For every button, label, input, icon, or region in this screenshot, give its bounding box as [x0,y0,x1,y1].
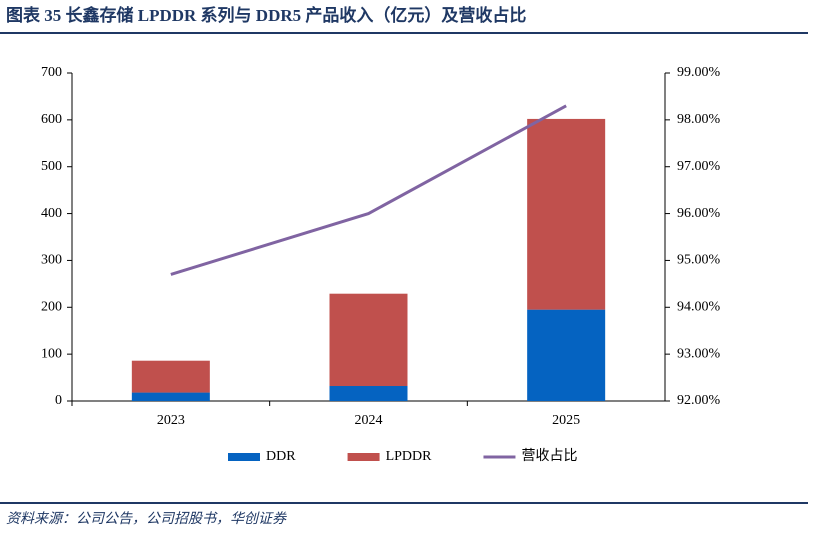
legend-label: LPDDR [386,449,433,464]
bar [329,293,408,387]
y2-tick-label: 99.00% [677,65,721,80]
y2-tick-label: 92.00% [677,393,721,408]
y2-tick-label: 93.00% [677,346,721,361]
y-tick-label: 0 [55,393,62,408]
bar [329,386,408,401]
y-tick-label: 300 [41,253,62,268]
legend-label: DDR [266,449,296,464]
y-tick-label: 200 [41,300,62,315]
y-tick-label: 700 [41,65,62,80]
bar [527,118,606,310]
bar [131,392,210,401]
legend-swatch [347,453,380,461]
line [170,104,567,276]
x-tick-label: 2025 [552,413,580,428]
legend-swatch [228,453,260,461]
y2-tick-label: 96.00% [677,206,721,221]
x-tick-label: 2023 [157,413,185,428]
y-tick-label: 400 [41,206,62,221]
y-tick-label: 500 [41,159,62,174]
y2-tick-label: 94.00% [677,300,721,315]
y-tick-label: 100 [41,346,62,361]
y2-tick-label: 97.00% [677,159,721,174]
y2-tick-label: 98.00% [677,112,721,127]
legend-label: 营收占比 [521,448,577,464]
y2-tick-label: 95.00% [677,253,721,268]
y-tick-label: 600 [41,112,62,127]
x-tick-label: 2024 [355,413,383,428]
bar [131,360,210,393]
bar [527,309,606,401]
source: 资料来源：公司公告，公司招股书，华创证券 [6,511,287,527]
chart-title: 图表 35 长鑫存储 LPDDR 系列与 DDR5 产品收入（亿元）及营收占比 [6,5,526,25]
